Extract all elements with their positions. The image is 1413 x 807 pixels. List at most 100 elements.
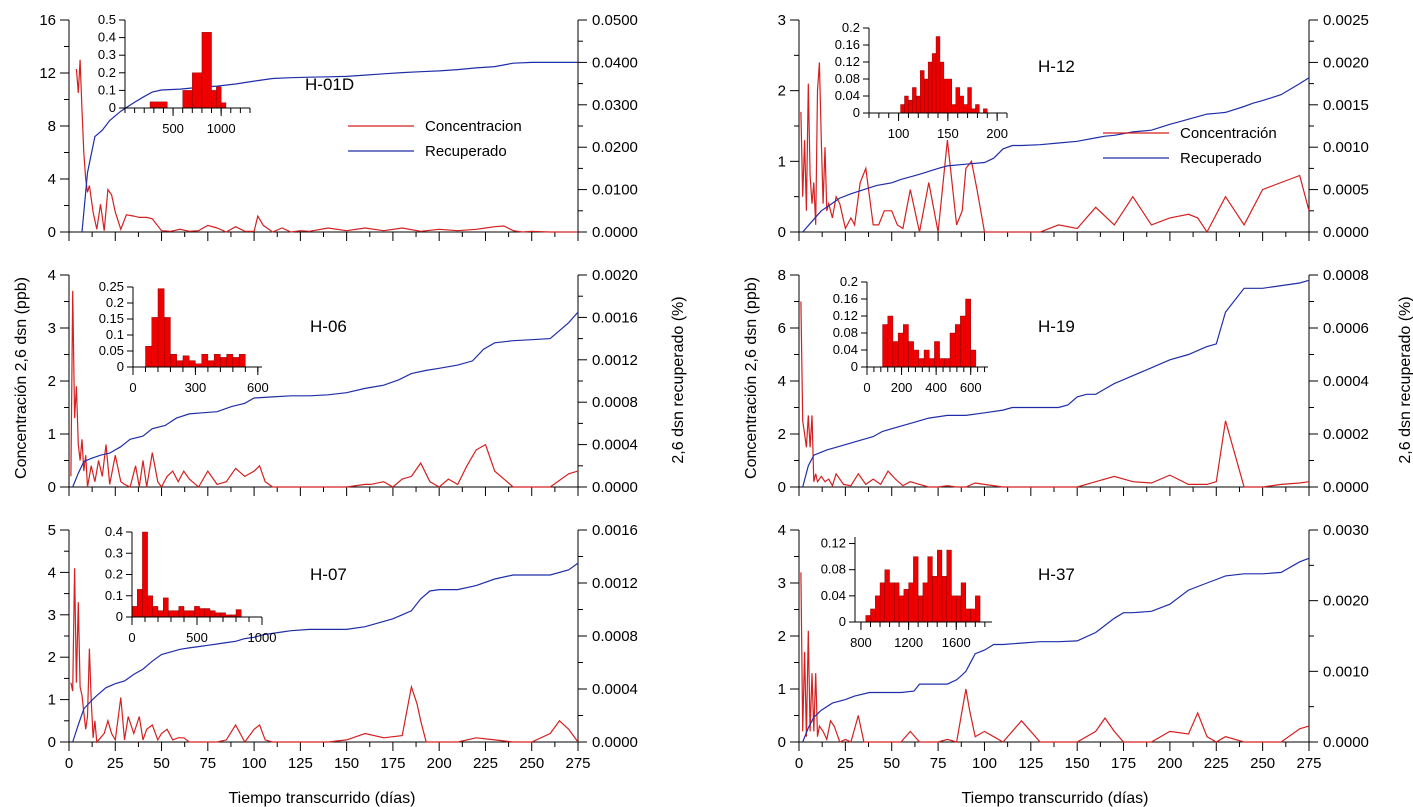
inset-y-tick-label: 0.4 [105, 524, 123, 539]
histogram-bar [173, 610, 180, 618]
inset-x-tick-label: 600 [247, 380, 269, 395]
histogram-bar [209, 610, 216, 618]
inset-x-tick-label: 0 [129, 380, 136, 395]
histogram-bar [932, 576, 938, 623]
y-right-tick-label: 0.0200 [592, 139, 638, 156]
y-right-tick-label: 0.0015 [1323, 97, 1369, 114]
inset-y-tick-label: 0.05 [99, 343, 124, 358]
y-left-tick-label: 1 [48, 692, 56, 709]
histogram-bar [188, 360, 196, 368]
histogram-bar [157, 610, 164, 618]
y-left-tick-label: 8 [778, 267, 786, 284]
histogram-bar [147, 595, 154, 618]
histogram-bar [898, 595, 905, 623]
histogram-bar [916, 95, 921, 114]
x-tick-label: 250 [1250, 755, 1275, 772]
y-left-tick-label: 4 [778, 522, 786, 539]
histogram-bar [927, 556, 933, 623]
histogram-bar [207, 360, 215, 368]
x-tick-label: 275 [565, 755, 590, 772]
y-right-tick-label: 0.0008 [592, 394, 638, 411]
inset-y-tick-label: 0.12 [835, 54, 860, 69]
x-tick-label: 50 [153, 755, 170, 772]
y-left-tick-label: 0 [48, 479, 56, 496]
histogram-bar [182, 90, 193, 109]
histogram-bar [941, 576, 947, 623]
y-right-tick-label: 0.0000 [592, 224, 638, 241]
histogram-bar [235, 609, 242, 618]
histogram-bar [865, 615, 871, 623]
y-left-tick-label: 2 [778, 426, 786, 443]
histogram-bar [949, 332, 956, 368]
y-right-tick-label: 0.0000 [592, 479, 638, 496]
xlabel-1: Tiempo transcurrido (días) [961, 790, 1148, 807]
y-left-tick-label: 4 [778, 373, 786, 390]
recovered-series-line [81, 61, 578, 233]
inset-y-tick-label: 0.12 [833, 308, 858, 323]
y-right-tick-label: 0.0400 [592, 54, 638, 71]
histogram-bar [136, 589, 143, 618]
histogram-bar [216, 86, 222, 109]
histogram-bar [903, 324, 909, 368]
histogram-bar [220, 357, 227, 368]
x-tick-label: 225 [1204, 755, 1229, 772]
concentration-series-line [800, 301, 1310, 488]
histogram-bar [917, 595, 924, 623]
x-tick-label: 200 [1157, 755, 1182, 772]
y-left-tick-label: 5 [48, 522, 56, 539]
inset-y-tick-label: 0.04 [833, 342, 858, 357]
inset-x-tick-label: 600 [960, 380, 982, 395]
legend-label: Recuperado [1180, 150, 1262, 167]
histogram-bar [937, 549, 943, 623]
inset-x-tick-label: 0 [863, 380, 870, 395]
y-right-tick-label: 0.0008 [1323, 267, 1369, 284]
y-right-tick-label: 0.0020 [1323, 54, 1369, 71]
histogram-bar [142, 531, 148, 618]
inset-y-tick-label: 0.2 [106, 295, 124, 310]
histogram-bar [965, 298, 971, 368]
histogram-bar [170, 354, 177, 368]
inset-x-tick-label: 100 [888, 126, 910, 141]
inset-x-tick-label: 200 [986, 126, 1008, 141]
histogram-bar [157, 288, 165, 368]
histogram-bar [918, 358, 925, 368]
histogram-bar [943, 78, 949, 114]
recovered-series-line [72, 562, 579, 743]
y-right-tick-label: 0.0004 [592, 437, 638, 454]
y-right-tick-label: 0.0006 [1323, 320, 1369, 337]
inset-y-tick-label: 0 [117, 359, 124, 374]
y-left-tick-label: 0 [778, 479, 786, 496]
y-right-tick-label: 0.0016 [592, 309, 638, 326]
x-tick-label: 0 [795, 755, 803, 772]
inset-y-tick-label: 0.2 [98, 65, 116, 80]
histogram-bar [201, 32, 212, 109]
inset-y-tick-label: 0.3 [98, 47, 116, 62]
histogram-bar [904, 95, 909, 114]
y-left-tick-label: 3 [48, 320, 56, 337]
inset-y-tick-label: 0 [116, 609, 123, 624]
inset-y-tick-label: 0.08 [835, 71, 860, 86]
legend-label: Concentracion [425, 118, 522, 135]
histogram-bar [211, 90, 217, 109]
x-tick-label: 100 [972, 755, 997, 772]
histogram-bar [951, 595, 957, 623]
panel-left-bottom: 0 25 50 75 100 125 150 175 200 225 250 275 0 1 2 3 4 5 0.0… [48, 522, 638, 772]
ylabel-right-0: 2,6 dsn recuperado (%) [670, 296, 687, 463]
y-left-tick-label: 0 [778, 734, 786, 751]
x-tick-label: 225 [473, 755, 498, 772]
histogram-bar [923, 349, 930, 368]
histogram-bar [971, 108, 976, 114]
inset-y-tick-label: 0.2 [840, 274, 858, 289]
recovered-series-line [802, 557, 1310, 743]
histogram-bar [900, 104, 905, 114]
inset-y-tick-label: 0.12 [821, 536, 846, 551]
panel-title: H-06 [310, 317, 347, 336]
inset-y-tick-label: 0 [109, 100, 116, 115]
panel-right-bottom: 0 25 50 75 100 125 150 175 200 225 250 275 0 1 2 3 4 0.00… [778, 522, 1369, 772]
panel-right-middle: 0 2 4 6 8 0.0000 0.0002 0.0004 0.0006 0.0008 H-19 0… [778, 267, 1369, 496]
inset-y-tick-label: 0.2 [105, 567, 123, 582]
inset-x-tick-label: 500 [162, 121, 184, 136]
histogram-bar [887, 315, 894, 368]
histogram-bar [975, 595, 981, 623]
inset-x-tick-label: 200 [891, 380, 913, 395]
